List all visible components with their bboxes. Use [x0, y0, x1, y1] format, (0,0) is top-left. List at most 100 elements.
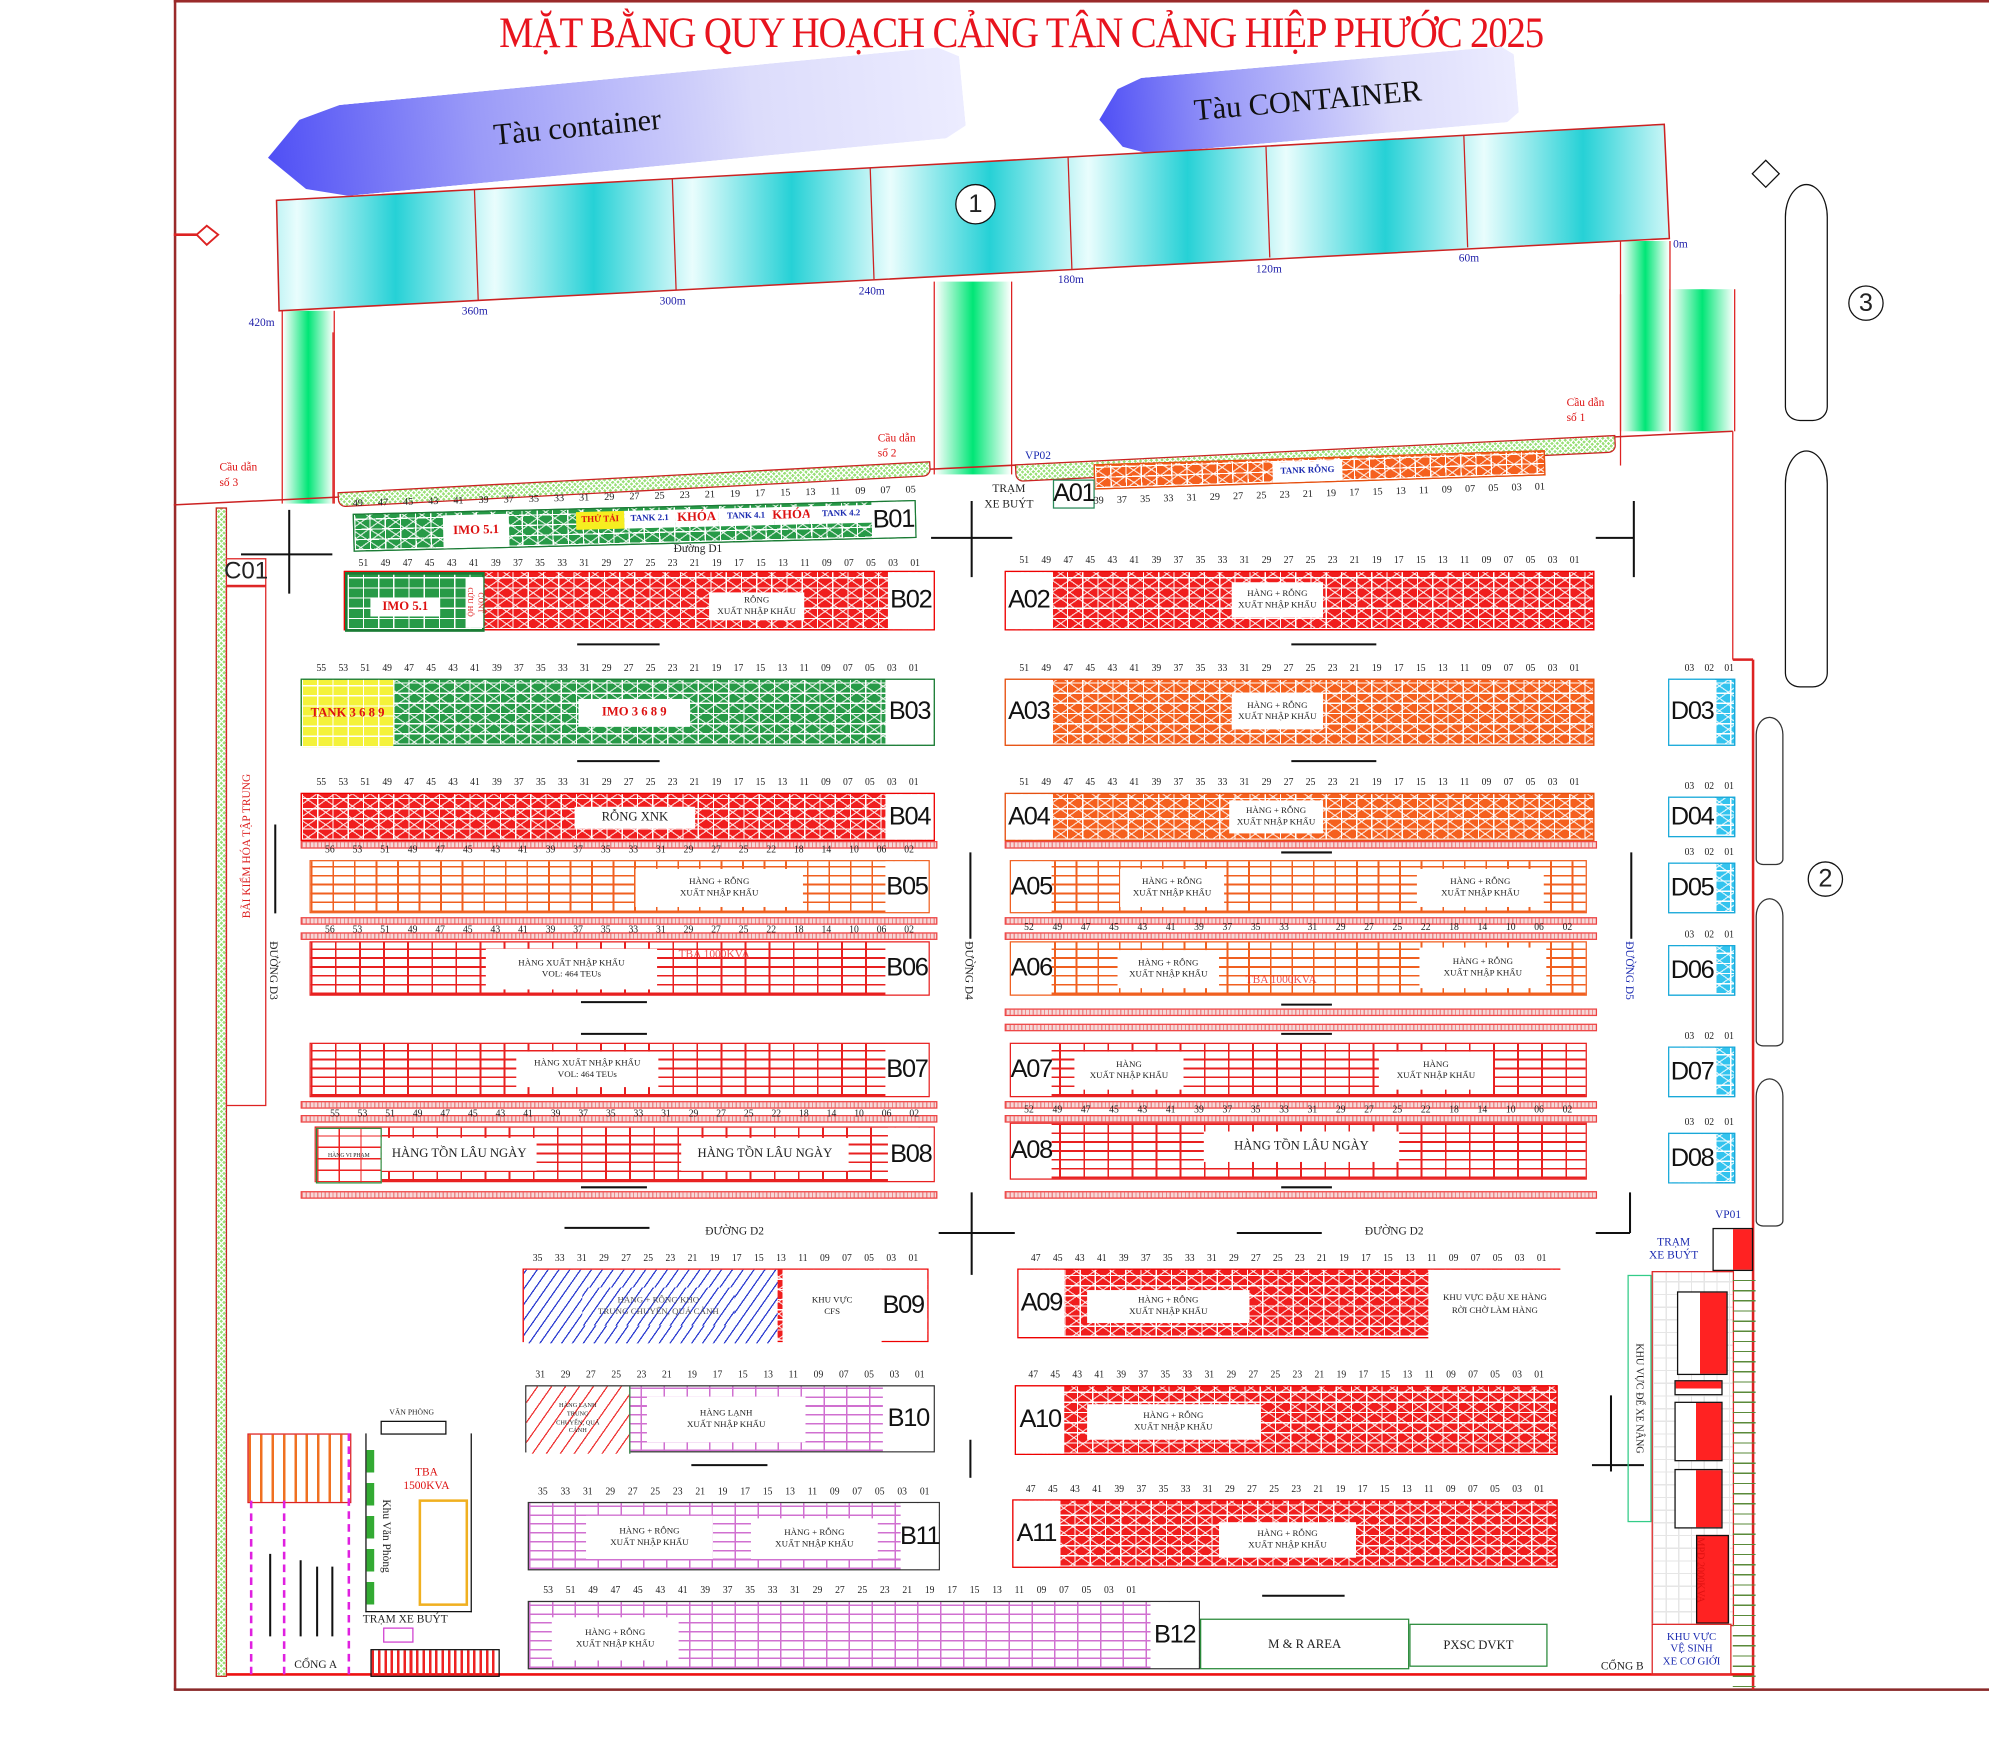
bay-number: 25: [1305, 554, 1316, 566]
bay-number: 22: [771, 1107, 782, 1119]
bay-number: 37: [514, 662, 524, 674]
block-a10[interactable]: HÀNG + RỖNG XUẤT NHẬP KHẨU A10: [1014, 1385, 1558, 1455]
bay-number: 53: [338, 662, 349, 674]
bay-number: 02: [1704, 846, 1715, 858]
block-a04[interactable]: HÀNG + RỖNG XUẤT NHẬP KHẨU A04: [1004, 792, 1595, 842]
bay-number: 19: [1371, 776, 1382, 788]
bay-number: 27: [716, 1107, 726, 1119]
bay-numbers: 03 02 01: [1685, 1030, 1734, 1043]
bay-number: 15: [756, 556, 766, 569]
bay-number: 21: [1349, 554, 1360, 566]
bay-number: 11: [799, 776, 809, 788]
block-d05[interactable]: D05: [1668, 862, 1736, 914]
block-b12[interactable]: HÀNG + RỖNG XUẤT NHẬP KHẨU B12: [527, 1600, 1201, 1670]
bay-number: 18: [1449, 920, 1459, 933]
bay-number: 31: [579, 556, 590, 569]
bay-number: 19: [924, 1584, 935, 1596]
zone-label: HÀNG XUẤT NHẬP KHẨU: [1378, 1051, 1494, 1090]
bay-numbers: 55 53 51 49 47 45 43 41 39 37 35 33 31 29 27 25 23 21 19 17…: [316, 776, 919, 789]
block-a03[interactable]: HÀNG + RỖNG XUẤT NHẬP KHẨU A03: [1004, 678, 1595, 746]
road-d2-right-label: ĐƯỜNG D2: [1364, 1224, 1424, 1237]
block-a11[interactable]: HÀNG + RỖNG XUẤT NHẬP KHẨU A11: [1012, 1499, 1558, 1568]
zone-label: HÀNG + RỖNG XUẤT NHẬP KHẨU: [1117, 950, 1220, 989]
bay-number: 43: [448, 776, 458, 788]
bay-number: 21: [1302, 487, 1314, 500]
block-d07[interactable]: D07: [1668, 1046, 1736, 1098]
bay-number: 49: [407, 923, 418, 935]
block-d03[interactable]: D03: [1668, 678, 1736, 746]
block-code: A09: [1018, 1269, 1065, 1337]
mpd-transformer: [1695, 1534, 1729, 1624]
block-b05[interactable]: HÀNG + RỖNG XUẤT NHẬP KHẨU B05: [309, 860, 930, 914]
block-a09[interactable]: HÀNG + RỖNG XUẤT NHẬP KHẨU KHU VỰC ĐẬU XE…: [1017, 1268, 1562, 1340]
bay-number: 01: [1724, 1030, 1735, 1042]
zone-label: TANK 4.2: [809, 504, 874, 525]
bay-number: 25: [738, 923, 749, 935]
bay-number: 23: [672, 1485, 683, 1497]
bay-number: 43: [1137, 1103, 1148, 1116]
bay-number: 47: [1063, 554, 1074, 566]
bay-number: 31: [1207, 1252, 1217, 1264]
block-code: B06: [885, 942, 929, 995]
bay-number: 03: [1684, 780, 1695, 792]
bay-number: 27: [1251, 1252, 1261, 1264]
block-a07[interactable]: HÀNG XUẤT NHẬP KHẨU HÀNG XUẤT NHẬP KHẨU A0…: [1009, 1042, 1587, 1098]
block-b07[interactable]: HÀNG XUẤT NHẬP KHẨU VOL: 464 TEUs B07: [309, 1042, 930, 1098]
block-d04[interactable]: D04: [1668, 796, 1736, 838]
bay-number: 10: [1505, 1103, 1516, 1116]
road-strip: [300, 1191, 938, 1199]
bay-number: 19: [711, 556, 722, 569]
block-code: A11: [1013, 1500, 1060, 1567]
bay-number: 45: [462, 843, 473, 855]
bay-number: 17: [947, 1584, 957, 1596]
block-b04[interactable]: RỖNG XNK B04: [300, 792, 935, 842]
block-a02[interactable]: HÀNG + RỖNG XUẤT NHẬP KHẨU A02: [1004, 570, 1595, 631]
bus-shelter-right: [1712, 1227, 1754, 1272]
bay-number: 06: [876, 843, 887, 855]
block-code: B02: [887, 572, 934, 630]
bay-number: 35: [600, 923, 611, 935]
block-code: A05: [1011, 861, 1053, 913]
bay-number: 03: [1684, 1030, 1695, 1042]
block-b03[interactable]: TANK 3 6 8 9 IMO 3 6 8 9 B03: [300, 678, 935, 748]
bay-number: 05: [1525, 776, 1536, 788]
block-b08[interactable]: HÀNG VI PHẠM HÀNG TỒN LÂU NGÀY HÀNG TỒN LÂ…: [314, 1126, 935, 1184]
bay-number: 43: [1072, 1368, 1083, 1381]
bay-number: 23: [1295, 1252, 1305, 1264]
zone-label: HÀNG VI PHẠM: [315, 1127, 382, 1184]
bay-number: 31: [1239, 662, 1250, 674]
bay-number: 01: [1534, 480, 1546, 493]
bay-number: 52: [1024, 920, 1034, 933]
frame-top-line: [173, 0, 1989, 2]
block-b10[interactable]: HÀNG LẠNH TRUNG CHUYỂN, QUÁ CẢNH HÀNG LẠN…: [525, 1385, 935, 1454]
bay-number: 37: [1140, 1252, 1151, 1264]
block-d06[interactable]: D06: [1668, 945, 1736, 996]
frame-bottom-line: [173, 1688, 1989, 1691]
bay-number: 09: [1441, 483, 1453, 496]
block-b11[interactable]: HÀNG + RỖNG XUẤT NHẬP KHẨU HÀNG + RỖNG XU…: [527, 1501, 941, 1571]
bay-number: 33: [767, 1584, 778, 1596]
bay-number: 25: [1392, 1103, 1403, 1116]
block-a06[interactable]: HÀNG + RỖNG XUẤT NHẬP KHẨU HÀNG + RỖNG XU…: [1009, 941, 1587, 996]
block-b06[interactable]: HÀNG XUẤT NHẬP KHẨU VOL: 464 TEUs TBA 100…: [309, 941, 930, 996]
block-d08[interactable]: D08: [1668, 1132, 1736, 1184]
bay-number: 37: [573, 843, 583, 855]
block-code: D03: [1669, 679, 1716, 745]
bay-number: 43: [1070, 1482, 1080, 1495]
bay-number: 35: [538, 1485, 548, 1497]
block-a08[interactable]: HÀNG TỒN LÂU NGÀY A08: [1009, 1122, 1587, 1180]
bay-number: 19: [687, 1368, 697, 1381]
bay-number: 25: [645, 662, 656, 674]
bay-number: 29: [601, 662, 612, 674]
block-a05[interactable]: HÀNG + RỖNG XUẤT NHẬP KHẨU HÀNG + RỖNG XU…: [1009, 860, 1587, 914]
block-b09[interactable]: HÀNG + RỖNG KHO TRUNG CHUYỂN, QUÁ CẢNH KH…: [522, 1268, 929, 1344]
bay-number: 10: [854, 1107, 864, 1119]
bay-number: 29: [1226, 1368, 1237, 1381]
bay-number: 01: [1724, 780, 1735, 792]
bay-numbers: 51 49 47 45 43 41 39 37 35 33 31 29 27 25 23 21 19 17 15 13…: [359, 557, 921, 570]
bay-number: 09: [822, 556, 832, 569]
bay-number: 09: [1448, 1252, 1459, 1264]
bay-number: 37: [503, 493, 514, 505]
bay-number: 49: [1041, 662, 1052, 674]
block-b02[interactable]: IMO 5.1 CONT CỨU HỘ RỖNG XUẤT NHẬP KHẨU B02: [343, 570, 935, 632]
